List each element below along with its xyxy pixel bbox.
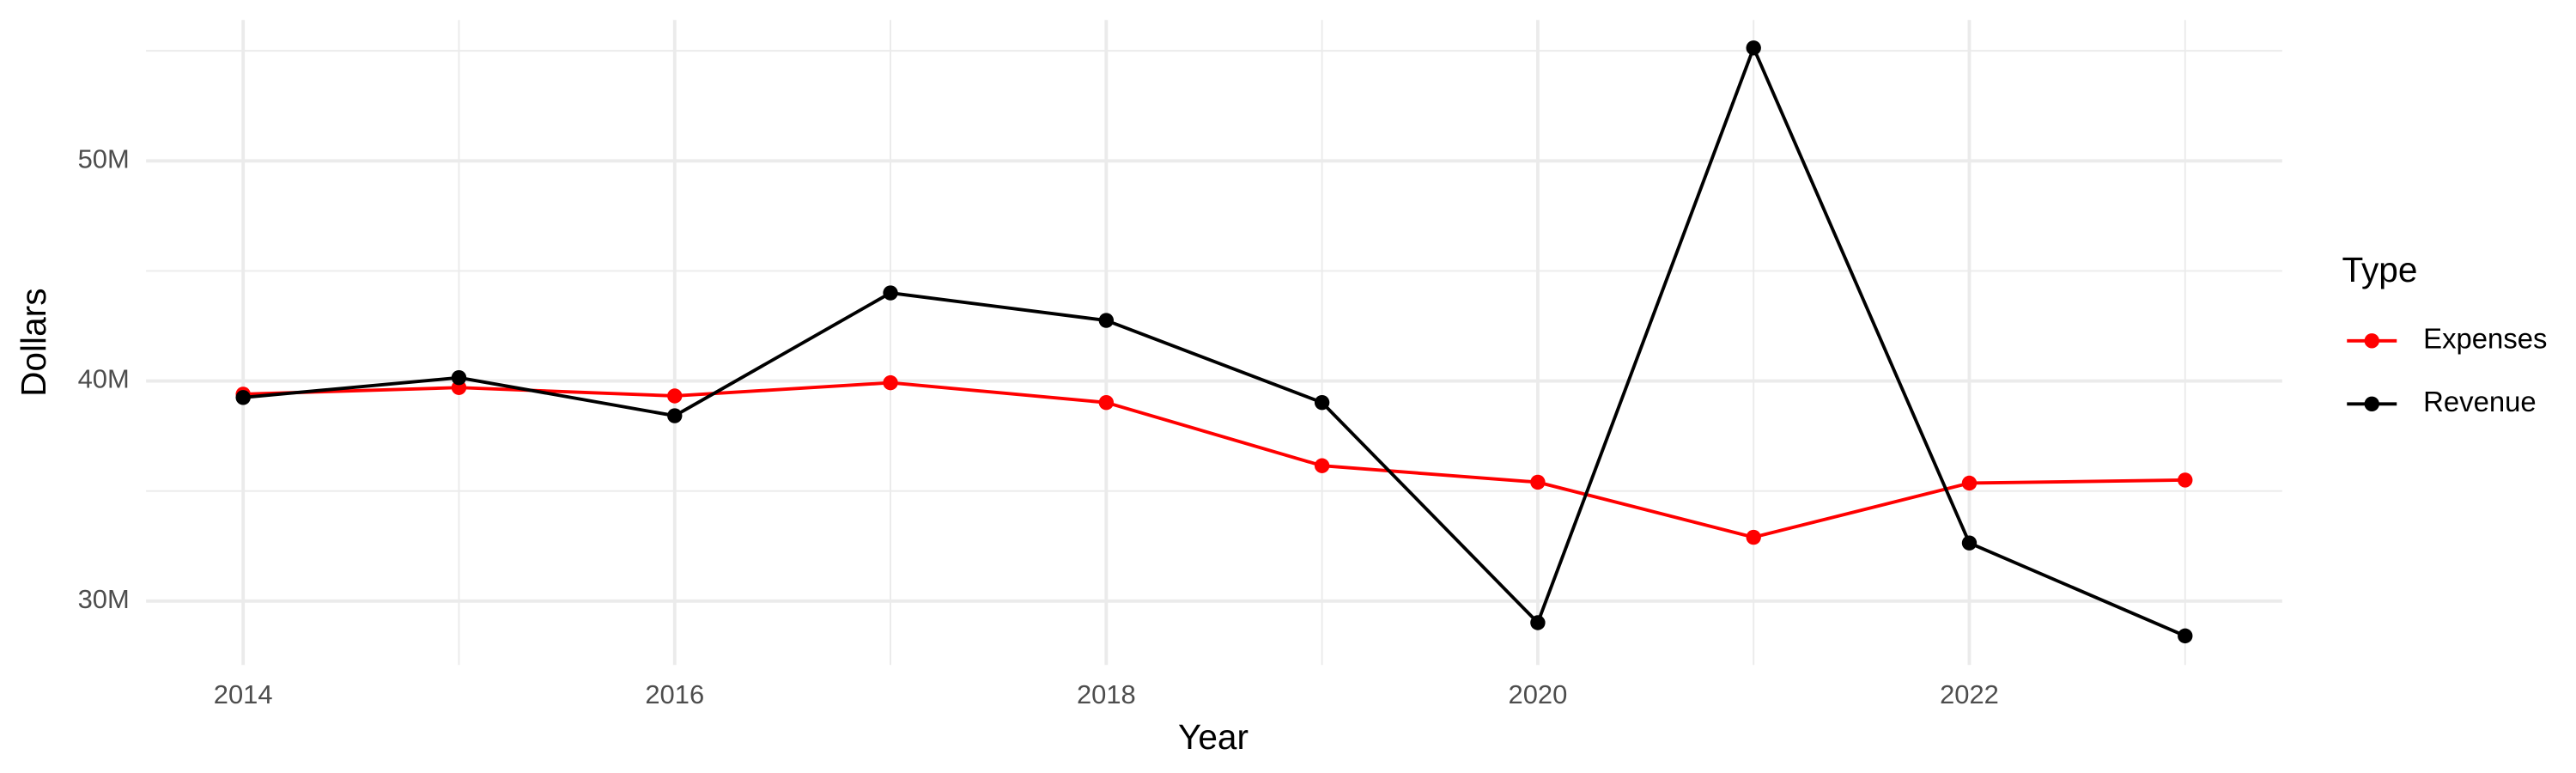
- data-point: [1530, 474, 1546, 490]
- legend-label: Revenue: [2423, 386, 2537, 417]
- legend-label: Expenses: [2423, 322, 2547, 354]
- data-point: [1098, 313, 1115, 328]
- data-point: [2178, 472, 2193, 488]
- x-tick-label: 2016: [645, 679, 704, 709]
- data-point: [2178, 628, 2193, 644]
- x-tick-label: 2022: [1940, 679, 1999, 709]
- grid: [146, 20, 2282, 666]
- y-tick-label: 30M: [78, 584, 130, 614]
- x-tick-label: 2020: [1509, 679, 1568, 709]
- x-tick-label: 2014: [214, 679, 273, 709]
- legend-dot: [2364, 333, 2379, 349]
- x-tick-label: 2018: [1077, 679, 1136, 709]
- data-point: [1961, 535, 1978, 551]
- y-tick-label: 50M: [78, 143, 130, 173]
- legend-title: Type: [2342, 250, 2417, 289]
- legend-dot: [2364, 396, 2379, 412]
- y-axis-title: Dollars: [14, 288, 53, 396]
- data-point: [1746, 40, 1761, 56]
- data-point: [451, 370, 467, 386]
- series-line: [243, 43, 2186, 638]
- data-point: [235, 390, 251, 405]
- data-point: [1098, 394, 1115, 411]
- data-point: [1746, 529, 1761, 545]
- data-point: [883, 374, 898, 391]
- series-line: [243, 380, 2185, 539]
- data-point: [667, 408, 683, 423]
- data-point: [1314, 394, 1330, 411]
- data-point: [1530, 615, 1546, 630]
- data-point: [667, 388, 683, 404]
- x-axis-title: Year: [1178, 717, 1249, 757]
- data-point: [1961, 475, 1978, 491]
- data-point: [1314, 458, 1330, 473]
- data-point: [883, 285, 898, 301]
- y-tick-label: 40M: [78, 364, 130, 394]
- marks: [235, 40, 2193, 644]
